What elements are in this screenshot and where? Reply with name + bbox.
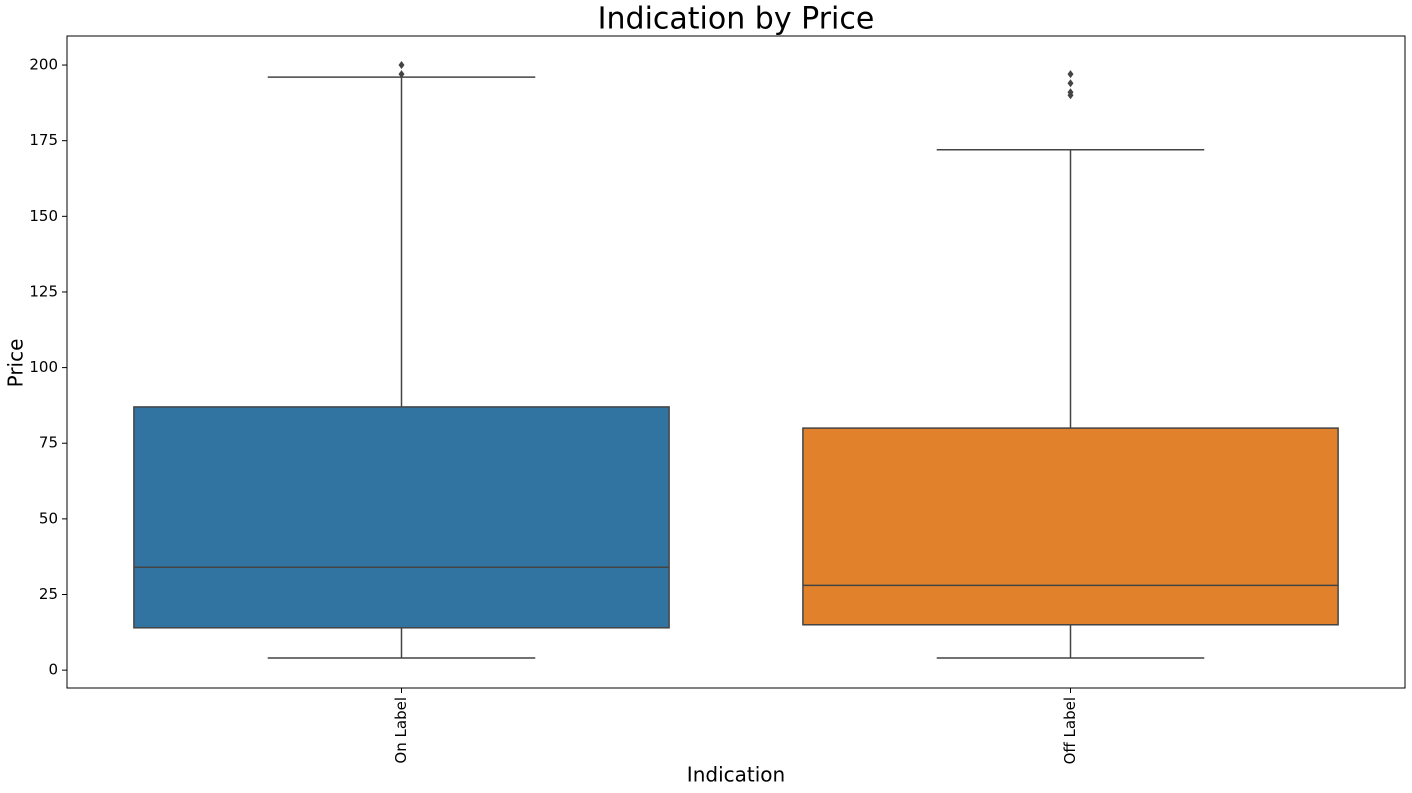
outlier [398, 70, 405, 79]
y-axis-label: Price [4, 339, 28, 388]
y-tick-label: 200 [29, 56, 58, 74]
plot-frame [66, 35, 1406, 689]
y-tick-label: 150 [29, 207, 58, 225]
y-tick-label: 175 [29, 131, 58, 149]
y-tick-label: 50 [39, 509, 58, 527]
y-tick-label: 25 [39, 585, 58, 603]
x-axis-label: Indication [687, 763, 785, 787]
box [133, 406, 670, 629]
y-tick-label: 75 [39, 434, 58, 452]
chart-title: Indication by Price [598, 2, 875, 37]
box [802, 427, 1339, 626]
y-tick-label: 100 [29, 358, 58, 376]
y-tick-label: 0 [48, 661, 58, 679]
x-tick-label: Off Label [1061, 697, 1079, 764]
outlier [1067, 79, 1074, 88]
outlier [1067, 70, 1074, 79]
y-tick-label: 125 [29, 282, 58, 300]
x-tick-label: On Label [392, 697, 410, 764]
outlier [398, 61, 405, 70]
outlier [1067, 91, 1074, 100]
